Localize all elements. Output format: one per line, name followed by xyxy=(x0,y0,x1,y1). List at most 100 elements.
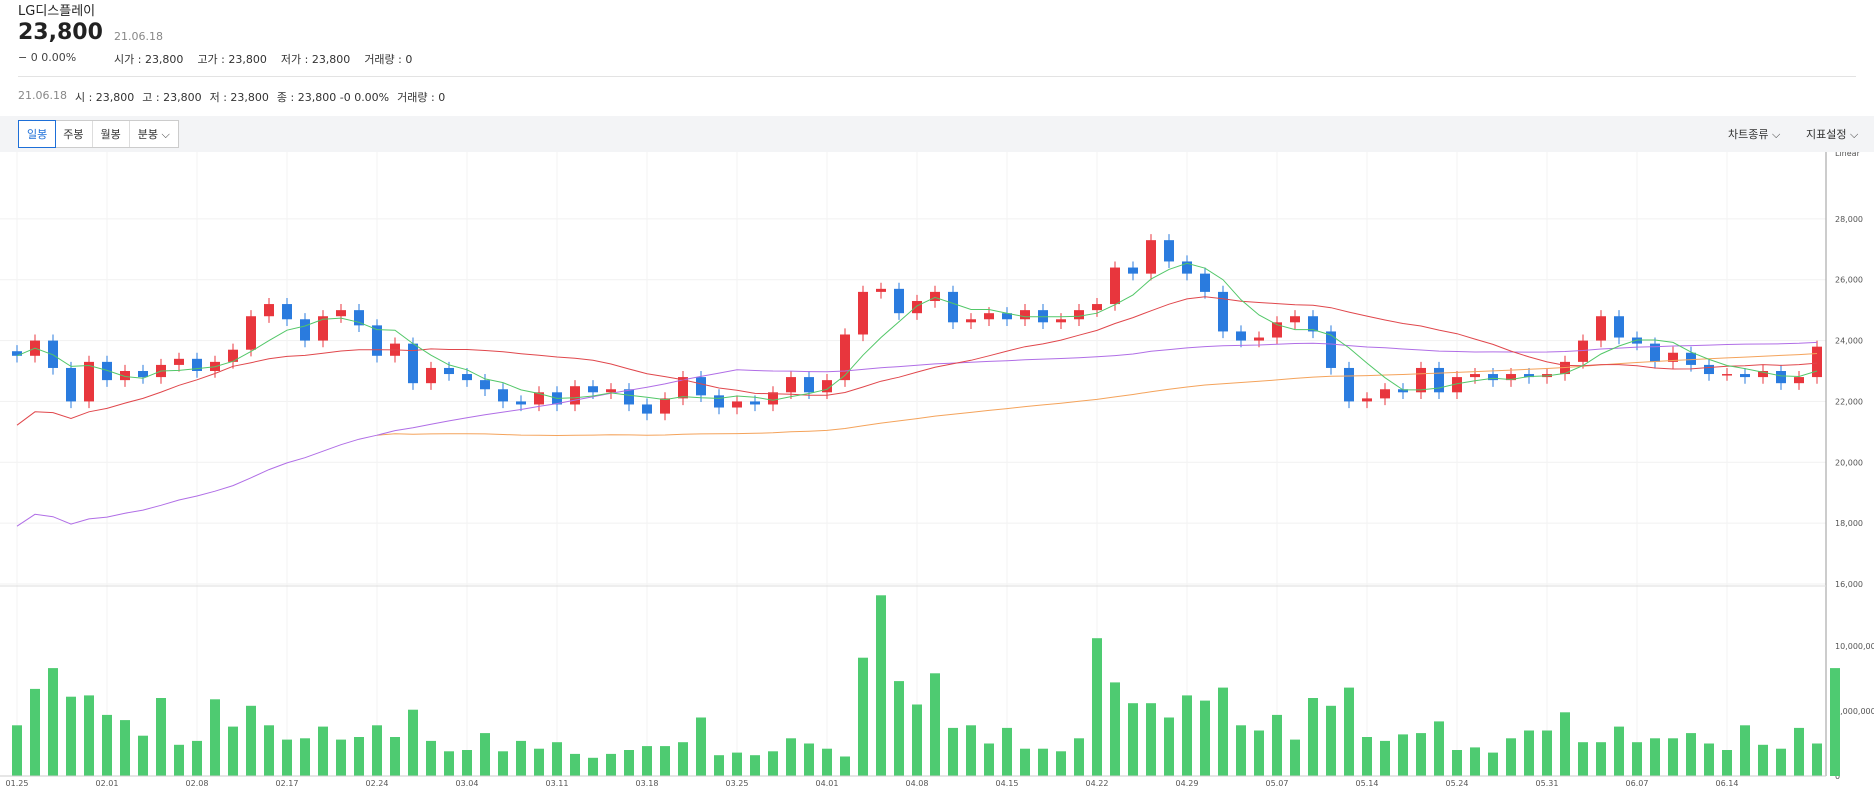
candle-body xyxy=(1596,316,1606,341)
candle-body xyxy=(282,304,292,320)
volume-bar xyxy=(318,726,328,776)
price-tick-label: 20,000 xyxy=(1835,458,1863,467)
volume-bar xyxy=(768,751,778,776)
volume-bar xyxy=(354,737,364,776)
date-tick-label: 04.08 xyxy=(906,779,929,788)
volume-bar xyxy=(102,714,112,776)
volume-bar xyxy=(858,657,868,776)
volume-bar xyxy=(948,727,958,776)
candle-body xyxy=(1758,371,1768,378)
volume-bar xyxy=(678,742,688,776)
candle-body xyxy=(1704,364,1714,375)
candle-body xyxy=(1794,377,1804,384)
candle-body xyxy=(480,380,490,390)
candle-body xyxy=(1776,371,1786,384)
period-daily-tab[interactable]: 일봉 xyxy=(18,120,57,148)
candle-body xyxy=(1110,267,1120,305)
volume-bar xyxy=(462,750,472,776)
candle-body xyxy=(1236,331,1246,341)
volume-bar xyxy=(426,740,436,776)
volume-bar xyxy=(1560,712,1570,776)
period-weekly-tab[interactable]: 주봉 xyxy=(55,121,93,147)
volume-value: 거래량 : 0 xyxy=(364,53,413,66)
date-tick-label: 05.31 xyxy=(1536,779,1559,788)
ma120-line xyxy=(376,353,1818,437)
candle-body xyxy=(120,371,130,381)
candle-body xyxy=(822,380,832,393)
date-tick-label: 04.22 xyxy=(1086,779,1109,788)
low-price: 저가 : 23,800 xyxy=(280,53,351,66)
date-tick-label: 06.07 xyxy=(1626,779,1649,788)
candle-body xyxy=(84,361,94,402)
volume-bar xyxy=(1506,738,1516,776)
date-tick-label: 03.25 xyxy=(726,779,749,788)
date-tick-label: 04.29 xyxy=(1176,779,1199,788)
volume-bar xyxy=(1812,743,1822,776)
volume-bar xyxy=(1722,750,1732,776)
divider xyxy=(18,76,1856,77)
candle-body xyxy=(1056,319,1066,323)
volume-tick-label: 5,000,000 xyxy=(1835,707,1874,716)
info-low: 저 : 23,800 xyxy=(209,91,269,104)
candle-body xyxy=(12,351,22,356)
volume-bar xyxy=(1650,738,1660,776)
period-monthly-tab[interactable]: 월봉 xyxy=(93,121,130,147)
candle-body xyxy=(1038,310,1048,323)
volume-bar xyxy=(174,744,184,776)
ma20-line xyxy=(16,296,1818,426)
info-volume: 거래량 : 0 xyxy=(397,91,446,104)
date-tick-label: 06.14 xyxy=(1716,779,1739,788)
price-tick-label: 28,000 xyxy=(1835,215,1863,224)
candle-body xyxy=(606,389,616,393)
candle-body xyxy=(516,401,526,405)
candle-body xyxy=(948,291,958,323)
ma60-line xyxy=(16,341,1818,527)
candle-body xyxy=(804,377,814,393)
period-minute-dropdown[interactable]: 분봉 ⌵ xyxy=(137,128,170,141)
volume-bar xyxy=(1362,737,1372,776)
indicator-settings-dropdown[interactable]: 지표설정 ⌵ xyxy=(1806,128,1859,141)
volume-bar xyxy=(1074,738,1084,776)
candle-body xyxy=(930,291,940,302)
volume-bar xyxy=(912,704,922,776)
candle-body xyxy=(228,349,238,362)
volume-bar xyxy=(1740,725,1750,776)
candle-body xyxy=(786,377,796,393)
date-tick-label: 02.17 xyxy=(276,779,299,788)
candle-body xyxy=(696,377,706,396)
candle-body xyxy=(714,395,724,408)
candle-body xyxy=(624,389,634,405)
volume-bar xyxy=(1002,727,1012,776)
volume-bar xyxy=(1794,727,1804,776)
candle-body xyxy=(1740,374,1750,378)
volume-bar xyxy=(264,725,274,776)
chart-type-dropdown[interactable]: 차트종류 ⌵ xyxy=(1728,128,1781,141)
stock-chart[interactable]: 16,000 18,000 20,000 22,000 24,000 26,000 28,0… xyxy=(0,152,1874,796)
volume-bar xyxy=(336,739,346,776)
volume-bar xyxy=(588,757,598,776)
volume-bar xyxy=(1182,695,1192,776)
volume-bar xyxy=(1398,734,1408,776)
volume-bar xyxy=(1344,687,1354,776)
volume-bar xyxy=(372,725,382,776)
period-selector: 일봉 주봉 월봉 분봉 ⌵ xyxy=(18,120,179,148)
candle-body xyxy=(588,386,598,393)
candle-body xyxy=(66,367,76,402)
candle-body xyxy=(1614,316,1624,338)
volume-tick-label: 0 xyxy=(1835,772,1840,781)
candle-body xyxy=(48,340,58,368)
candle-body xyxy=(912,301,922,314)
volume-bar xyxy=(1524,730,1534,776)
candle-body xyxy=(894,288,904,314)
stock-name: LG디스플레이 xyxy=(18,4,96,19)
volume-bar xyxy=(1830,668,1840,776)
candle-body xyxy=(678,377,688,399)
candle-body xyxy=(570,386,580,405)
candle-body xyxy=(336,310,346,317)
candle-body xyxy=(1578,340,1588,362)
volume-bar xyxy=(1776,748,1786,776)
volume-bar xyxy=(1596,742,1606,776)
volume-bar xyxy=(570,753,580,776)
candle-body xyxy=(642,404,652,414)
volume-bar xyxy=(1578,742,1588,776)
